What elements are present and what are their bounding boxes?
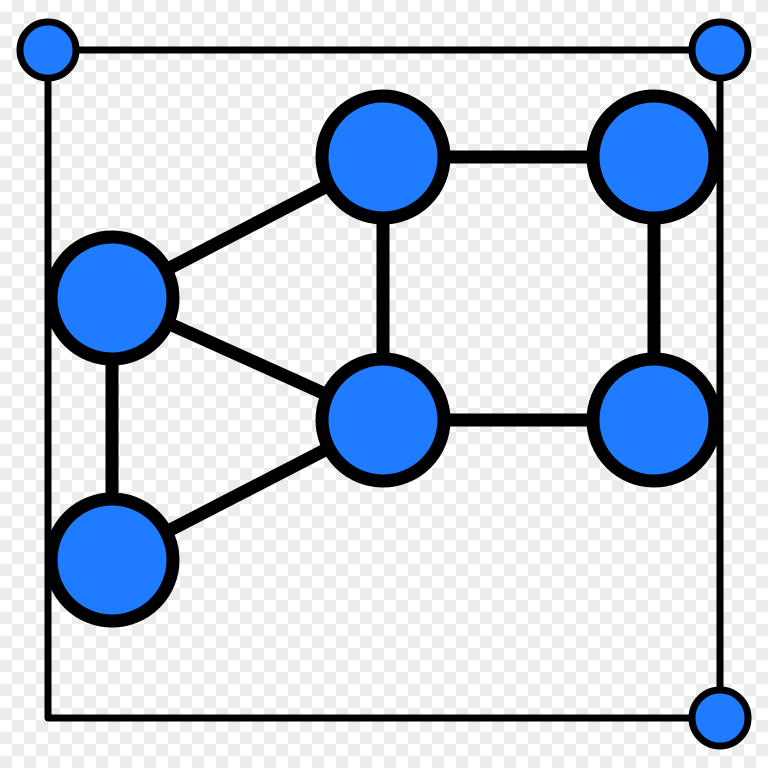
- node-B1: [322, 96, 444, 218]
- node-BR_small: [692, 690, 748, 746]
- node-C2: [593, 359, 715, 481]
- node-C1: [322, 359, 444, 481]
- node-TL_small: [20, 22, 76, 78]
- node-D: [51, 499, 173, 621]
- nodes-layer: [20, 22, 748, 746]
- node-A: [51, 237, 173, 359]
- node-B2: [593, 96, 715, 218]
- node-TR_small: [692, 22, 748, 78]
- network-graph: [0, 0, 768, 768]
